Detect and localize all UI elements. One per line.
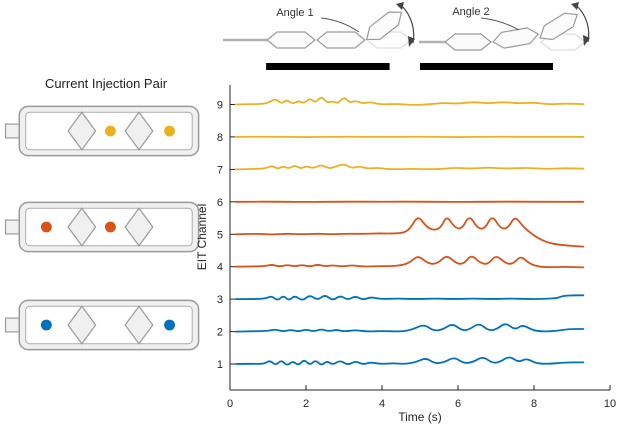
bellows-joint-icon: [67, 305, 97, 345]
current-injection-panel: Current Injection Pair: [0, 70, 212, 435]
bellows-joint-icon: [124, 207, 154, 247]
y-axis-label: EIT Channel: [195, 204, 209, 271]
y-tick-label: 1: [217, 359, 223, 371]
y-tick-label: 7: [217, 164, 223, 176]
actuator-schematic-blue: [4, 299, 200, 351]
bellows-joint-icon: [67, 111, 97, 151]
electrode-dot-middle: [105, 221, 116, 233]
electrode-dots: [105, 125, 175, 137]
x-tick-label: 8: [531, 398, 537, 410]
x-tick-label: 10: [604, 398, 616, 410]
y-tick-label: 9: [217, 100, 223, 112]
electrode-dot-right: [164, 319, 175, 331]
y-tick-label: 5: [217, 229, 223, 241]
y-tick-label: 8: [217, 132, 223, 144]
trace-channel-7: [234, 163, 585, 171]
finger-pose-panel: Angle 1 Angle 2: [195, 0, 640, 58]
finger-segment-rotated: [492, 27, 540, 49]
finger-segment: [266, 31, 316, 49]
finger-segment-rotated: [539, 12, 579, 41]
finger-segment: [316, 31, 366, 49]
angle2-motion-bar: [420, 63, 553, 70]
angle1-label: Angle 1: [276, 7, 313, 19]
y-tick-label: 3: [217, 294, 223, 306]
current-injection-title: Current Injection Pair: [44, 76, 168, 91]
x-tick-label: 2: [303, 398, 309, 410]
actuator-inlet: [4, 219, 20, 235]
arrowhead-icon: [396, 2, 404, 10]
finger-segment: [444, 33, 492, 51]
finger-segment-rotated: [366, 11, 403, 41]
trace-channel-1: [234, 356, 585, 366]
y-tick-label: 4: [217, 262, 223, 274]
trace-channel-9: [234, 96, 585, 106]
x-tick-label: 4: [379, 398, 385, 410]
electrode-dot-middle: [105, 125, 116, 137]
bellows-joint-icon: [124, 111, 154, 151]
finger-diagram-angle1: Angle 1: [223, 2, 415, 49]
actuator-inlet: [4, 123, 20, 139]
finger-diagram-angle2: Angle 2: [419, 2, 590, 51]
electrode-dots: [40, 319, 175, 331]
arrowhead-icon: [571, 2, 579, 10]
bellows-joint-icon: [124, 305, 154, 345]
x-tick-label: 6: [455, 398, 461, 410]
label-leader-line: [480, 17, 520, 31]
trace-channel-5: [234, 217, 585, 248]
angle2-label: Angle 2: [452, 6, 489, 18]
y-tick-label: 6: [217, 197, 223, 209]
angle1-motion-bar: [266, 63, 390, 70]
electrode-dot-left: [40, 319, 52, 331]
x-axis-label: Time (s): [398, 410, 442, 424]
bellows-joint-icon: [67, 207, 97, 247]
arrowhead-icon: [583, 35, 590, 46]
actuator-schematic-orange: [4, 201, 200, 253]
y-tick-label: 2: [217, 327, 223, 339]
electrode-dot-right: [164, 125, 175, 137]
trace-channel-4: [234, 255, 585, 269]
trace-channel-2: [234, 323, 585, 333]
electrode-dots: [40, 221, 116, 233]
eit-chart: Time (s) EIT Channel 0 2 4 6 8 10 1 2 3 4 5 6 7 8 9: [195, 55, 640, 435]
actuator-schematic-yellow: [4, 105, 200, 157]
arrowhead-icon: [408, 36, 415, 47]
electrode-dot-left: [40, 221, 52, 233]
label-leader-line: [320, 17, 360, 33]
actuator-chamber-wall: [25, 305, 193, 345]
x-tick-label: 0: [227, 398, 233, 410]
trace-channel-3: [234, 294, 585, 301]
actuator-inlet: [4, 317, 20, 333]
